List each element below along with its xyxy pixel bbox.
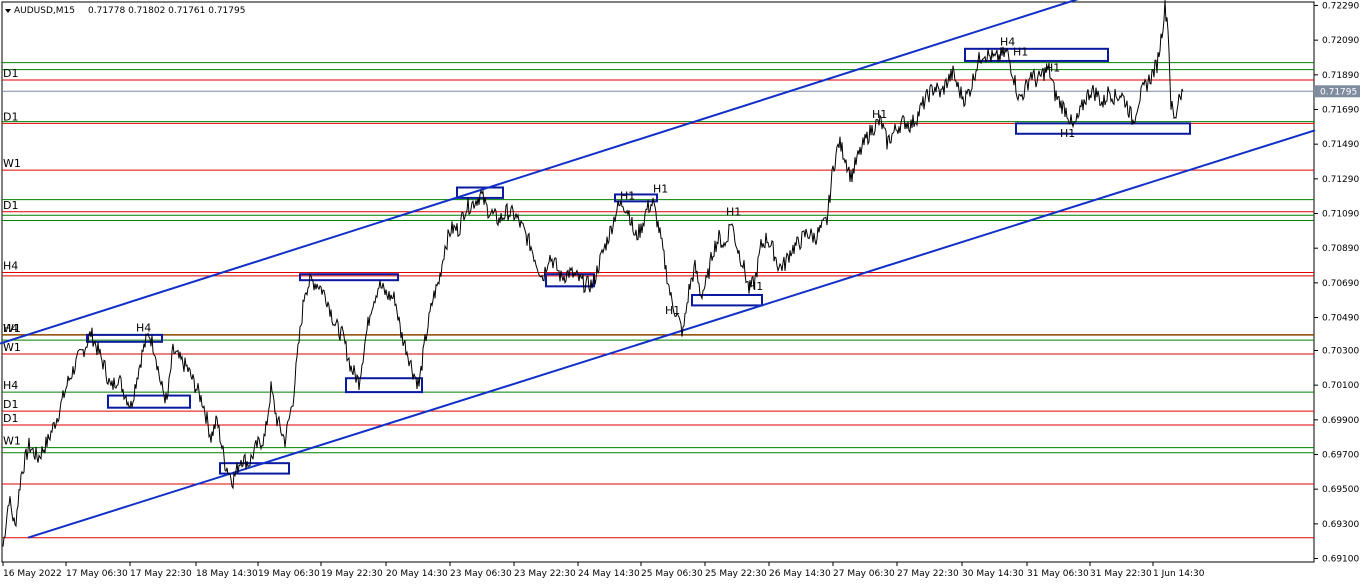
zone-box bbox=[691, 294, 763, 307]
trend-channel bbox=[0, 0, 1316, 539]
chart-header: AUDUSD,M15 0.71778 0.71802 0.71761 0.717… bbox=[5, 6, 245, 16]
level-label: D1 bbox=[3, 412, 18, 425]
level-label: D1 bbox=[3, 398, 18, 411]
zone-label: H4 bbox=[136, 321, 151, 334]
price-axis: 0.72290 0.72090 0.71890 0.71690 0.71490 0.712… bbox=[1314, 1, 1360, 565]
zone-label: H1 bbox=[620, 190, 635, 203]
y-tick-label: 0.69300 bbox=[1322, 520, 1359, 530]
zone-box bbox=[107, 394, 191, 409]
level-labels: D1D1W1D1H4W1W1D1D1H4H4W1H4H1H1H1H1H1H1H4… bbox=[3, 35, 1075, 447]
y-tick-label: 0.69900 bbox=[1322, 416, 1359, 426]
x-tick-label: 24 May 14:30 bbox=[578, 569, 640, 579]
x-tick-label: 16 May 2022 bbox=[3, 569, 62, 579]
x-tick-label: 27 May 06:30 bbox=[833, 569, 895, 579]
zone-label: H1 bbox=[653, 183, 668, 196]
zone-box bbox=[545, 273, 595, 288]
y-tick-label: 0.70100 bbox=[1322, 381, 1359, 391]
level-label: D1 bbox=[3, 67, 18, 80]
ohlc-values: 0.71778 0.71802 0.71761 0.71795 bbox=[88, 6, 245, 16]
zone-label: H4 bbox=[1000, 35, 1015, 48]
channel-lower-line bbox=[27, 129, 1316, 539]
zone-box bbox=[345, 377, 423, 394]
x-tick-label: 19 May 06:30 bbox=[258, 569, 320, 579]
x-tick-label: 26 May 14:30 bbox=[769, 569, 831, 579]
price-line bbox=[2, 0, 1184, 547]
level-label: W1 bbox=[3, 157, 21, 170]
price-series bbox=[2, 0, 1184, 547]
zone-box bbox=[299, 273, 399, 282]
time-axis: 16 May 2022 17 May 06:30 17 May 22:30 18 Ma… bbox=[2, 562, 1205, 579]
y-tick-label: 0.69100 bbox=[1322, 555, 1359, 565]
plot-frame bbox=[1, 1, 1315, 563]
y-tick-label: 0.71690 bbox=[1322, 105, 1359, 115]
level-label: H4 bbox=[3, 322, 18, 335]
x-tick-label: 27 May 22:30 bbox=[897, 569, 959, 579]
x-tick-label: 17 May 22:30 bbox=[130, 569, 192, 579]
y-tick-label: 0.71290 bbox=[1322, 175, 1359, 185]
zone-label: H1 bbox=[665, 304, 680, 317]
level-label: W1 bbox=[3, 322, 21, 335]
zone-label: H1 bbox=[748, 280, 763, 293]
zone-label: H1 bbox=[1060, 127, 1075, 140]
zone-label: H1 bbox=[1045, 61, 1060, 74]
x-tick-label: 23 May 22:30 bbox=[514, 569, 576, 579]
x-tick-label: 17 May 06:30 bbox=[66, 569, 128, 579]
x-tick-label: 30 May 14:30 bbox=[962, 569, 1024, 579]
zone-box bbox=[1015, 122, 1191, 135]
y-tick-label: 0.70690 bbox=[1322, 279, 1359, 289]
y-tick-label: 0.71890 bbox=[1322, 71, 1359, 81]
x-tick-label: 20 May 14:30 bbox=[386, 569, 448, 579]
x-tick-label: 25 May 22:30 bbox=[705, 569, 767, 579]
y-tick-label: 0.71490 bbox=[1322, 140, 1359, 150]
y-tick-label: 0.71090 bbox=[1322, 210, 1359, 220]
y-tick-label: 0.70890 bbox=[1322, 244, 1359, 254]
zone-box bbox=[219, 462, 290, 475]
x-tick-label: 23 May 06:30 bbox=[450, 569, 512, 579]
y-tick-label: 0.69700 bbox=[1322, 451, 1359, 461]
zone-box bbox=[964, 47, 1109, 62]
x-tick-label: 31 May 22:30 bbox=[1090, 569, 1152, 579]
level-label: W1 bbox=[3, 341, 21, 354]
current-price-label: 0.71795 bbox=[1320, 87, 1357, 97]
zone-label: H1 bbox=[726, 205, 741, 218]
level-label: H4 bbox=[3, 379, 18, 392]
level-label: D1 bbox=[3, 110, 18, 123]
zone-box bbox=[614, 193, 658, 203]
y-tick-label: 0.70300 bbox=[1322, 346, 1359, 356]
x-tick-label: 31 May 06:30 bbox=[1027, 569, 1089, 579]
current-price-box bbox=[1314, 85, 1360, 98]
zone-label: H1 bbox=[1013, 46, 1028, 59]
x-tick-label: 25 May 06:30 bbox=[641, 569, 703, 579]
zone-rectangles bbox=[86, 47, 1191, 475]
level-label: H4 bbox=[3, 259, 18, 272]
x-tick-label: 1 Jun 14:30 bbox=[1153, 569, 1205, 579]
y-tick-label: 0.70490 bbox=[1322, 314, 1359, 324]
x-tick-label: 18 May 14:30 bbox=[196, 569, 258, 579]
level-label: D1 bbox=[3, 199, 18, 212]
zone-box bbox=[86, 333, 163, 343]
zone-label: H1 bbox=[872, 108, 887, 121]
channel-upper-line bbox=[0, 0, 1079, 345]
y-tick-label: 0.72090 bbox=[1322, 36, 1359, 46]
y-tick-label: 0.72290 bbox=[1322, 1, 1359, 11]
triangle-down-icon[interactable] bbox=[5, 9, 11, 13]
level-label: W1 bbox=[3, 435, 21, 448]
x-tick-label: 19 May 22:30 bbox=[321, 569, 383, 579]
symbol-timeframe: AUDUSD,M15 bbox=[14, 6, 75, 16]
y-tick-label: 0.69500 bbox=[1322, 485, 1359, 495]
